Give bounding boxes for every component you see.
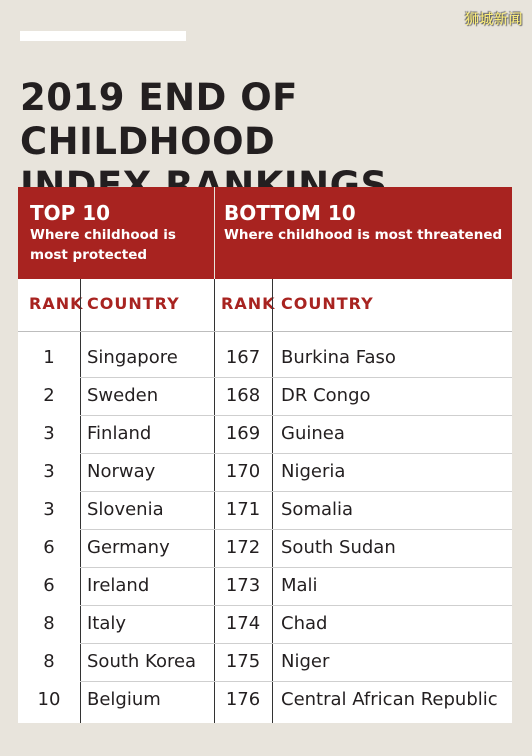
row-separator [80,491,512,492]
table-row: 6 Germany 172 South Sudan [18,529,512,567]
bottom-rank-cell: 167 [225,347,261,368]
bottom-country-cell: Burkina Faso [281,347,396,368]
bottom-country-cell: Mali [281,575,318,596]
bottom10-header: BOTTOM 10 Where childhood is most threat… [224,201,509,245]
top-rank-cell: 6 [43,537,55,558]
top-country-cell: South Korea [87,651,197,672]
bottom-rank-cell: 175 [225,651,261,672]
top-country-cell: Finland [87,423,152,444]
bottom-country-cell: DR Congo [281,385,371,406]
column-divider-left [80,279,81,723]
top-country-cell: Slovenia [87,499,164,520]
table-row: 3 Finland 169 Guinea [18,415,512,453]
bottom10-heading: BOTTOM 10 [224,201,356,225]
row-separator [80,681,512,682]
row-separator [80,643,512,644]
top-rank-cell: 3 [43,461,55,482]
row-separator [80,415,512,416]
column-divider-right [272,279,273,723]
table-row: 3 Slovenia 171 Somalia [18,491,512,529]
top-country-cell: Norway [87,461,156,482]
rank-column-header-right: RANK [221,294,276,313]
table-row: 10 Belgium 176 Central African Republic [18,681,512,719]
column-divider-center [214,279,215,723]
top10-heading: TOP 10 [30,201,111,225]
bottom-country-cell: Guinea [281,423,345,444]
country-column-header-right: COUNTRY [281,294,374,313]
table-row: 8 Italy 174 Chad [18,605,512,643]
country-column-header-left: COUNTRY [87,294,180,313]
top-rank-cell: 1 [43,347,55,368]
rank-column-header-left: RANK [29,294,84,313]
top-rank-cell: 3 [43,423,55,444]
rankings-table: TOP 10 Where childhood is most protected… [18,187,512,723]
top-rank-cell: 3 [43,499,55,520]
title-line-1: 2019 END OF CHILDHOOD [20,76,298,163]
top-country-cell: Belgium [87,689,161,710]
top-rank-cell: 8 [43,613,55,634]
bottom-rank-cell: 171 [225,499,261,520]
top-rank-cell: 6 [43,575,55,596]
top-country-cell: Sweden [87,385,159,406]
top-country-cell: Singapore [87,347,178,368]
top-country-cell: Germany [87,537,170,558]
row-separator [80,529,512,530]
top-country-cell: Ireland [87,575,150,596]
top10-subheading-line1: Where childhood is [30,227,176,243]
bottom-rank-cell: 173 [225,575,261,596]
row-separator [80,453,512,454]
top10-subheading-line2: most protected [30,247,148,263]
header-divider [214,187,215,279]
table-row: 8 South Korea 175 Niger [18,643,512,681]
decorative-bar [20,31,186,41]
top-rank-cell: 10 [37,689,61,710]
top-country-cell: Italy [87,613,127,634]
row-separator [80,377,512,378]
bottom-rank-cell: 174 [225,613,261,634]
header-rule [18,331,512,332]
bottom-rank-cell: 169 [225,423,261,444]
top10-header: TOP 10 Where childhood is most protected [30,201,215,265]
bottom-country-cell: Somalia [281,499,354,520]
bottom-rank-cell: 170 [225,461,261,482]
bottom-country-cell: Central African Republic [281,689,498,710]
table-row: 1 Singapore 167 Burkina Faso [18,339,512,377]
table-row: 3 Norway 170 Nigeria [18,453,512,491]
row-separator [80,605,512,606]
top-rank-cell: 8 [43,651,55,672]
row-separator [80,567,512,568]
table-row: 2 Sweden 168 DR Congo [18,377,512,415]
table-header: TOP 10 Where childhood is most protected… [18,187,512,279]
table-row: 6 Ireland 173 Mali [18,567,512,605]
bottom-rank-cell: 168 [225,385,261,406]
bottom-country-cell: Nigeria [281,461,346,482]
bottom10-subheading: Where childhood is most threatened [224,227,503,243]
watermark: 狮城新闻 [465,12,523,28]
table-body: RANK COUNTRY RANK COUNTRY 1 Singapore 167 B… [18,279,512,723]
bottom-country-cell: Chad [281,613,328,634]
bottom-country-cell: South Sudan [281,537,396,558]
bottom-rank-cell: 172 [225,537,261,558]
bottom-country-cell: Niger [281,651,330,672]
bottom-rank-cell: 176 [225,689,261,710]
top-rank-cell: 2 [43,385,55,406]
